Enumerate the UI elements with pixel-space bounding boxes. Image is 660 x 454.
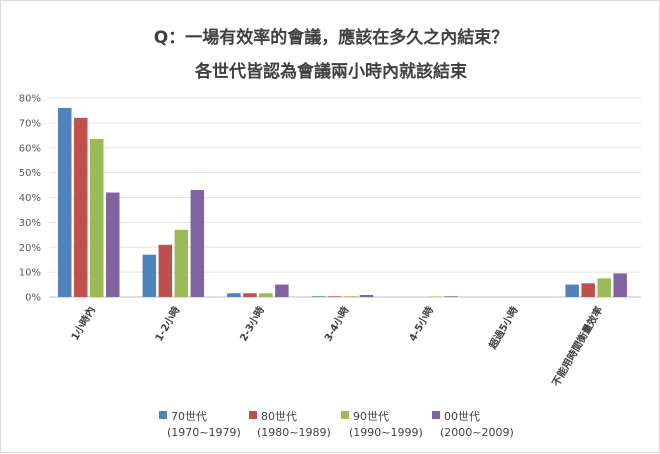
legend-item: 70世代 (1970~1979)	[159, 409, 241, 441]
y-tick-label: 40%	[19, 193, 41, 204]
bar-80世代	[74, 118, 88, 297]
legend-swatch	[432, 411, 440, 419]
legend-item: 90世代 (1990~1999)	[341, 409, 423, 441]
bar-70世代	[227, 293, 241, 297]
legend-series-name: 70世代	[171, 410, 207, 423]
y-tick-label: 10%	[19, 268, 41, 279]
x-tick-label: 4-5小時	[406, 304, 436, 343]
bar-00世代	[106, 193, 120, 297]
bar-00世代	[613, 273, 627, 297]
bar-80世代	[581, 283, 595, 297]
bar-00世代	[191, 190, 205, 297]
bar-90世代	[175, 230, 189, 297]
bar-80世代	[328, 296, 342, 297]
bar-80世代	[159, 245, 173, 297]
bar-00世代	[444, 296, 458, 297]
bar-70世代	[565, 285, 579, 297]
bar-80世代	[243, 293, 257, 297]
y-tick-label: 60%	[19, 143, 41, 154]
legend-swatch	[341, 411, 349, 419]
bar-70世代	[312, 296, 326, 297]
legend-swatch	[159, 411, 167, 419]
legend-series-years: (1990~1999)	[349, 426, 423, 439]
bar-90世代	[344, 296, 358, 297]
bar-70世代	[143, 255, 157, 297]
bar-90世代	[597, 278, 611, 297]
x-tick-label: 3-4小時	[321, 304, 351, 343]
legend-series-name: 00世代	[444, 410, 480, 423]
bar-00世代	[360, 295, 374, 297]
legend-series-years: (1970~1979)	[167, 426, 241, 439]
y-tick-label: 80%	[19, 94, 41, 105]
y-tick-label: 50%	[19, 168, 41, 179]
legend-series-name: 80世代	[261, 410, 297, 423]
x-tick-label: 1-2小時	[152, 304, 182, 343]
legend-item: 00世代 (2000~2009)	[432, 409, 514, 441]
x-tick-label: 不能用時間衡量效率	[549, 304, 605, 388]
x-tick-label: 超過5小時	[485, 304, 520, 352]
legend-series-years: (1980~1989)	[257, 426, 331, 439]
y-tick-label: 20%	[19, 243, 41, 254]
bar-70世代	[58, 108, 72, 297]
legend-item: 80世代 (1980~1989)	[249, 409, 331, 441]
bar-90世代	[90, 139, 104, 297]
y-tick-label: 30%	[19, 218, 41, 229]
legend-swatch	[249, 411, 257, 419]
x-tick-label: 1小時內	[68, 304, 98, 343]
y-tick-label: 0%	[25, 293, 41, 304]
legend-series-years: (2000~2009)	[440, 426, 514, 439]
bar-90世代	[259, 293, 273, 297]
legend-series-name: 90世代	[353, 410, 389, 423]
y-tick-label: 70%	[19, 118, 41, 129]
bar-00世代	[275, 285, 289, 297]
x-tick-label: 2-3小時	[237, 304, 267, 343]
